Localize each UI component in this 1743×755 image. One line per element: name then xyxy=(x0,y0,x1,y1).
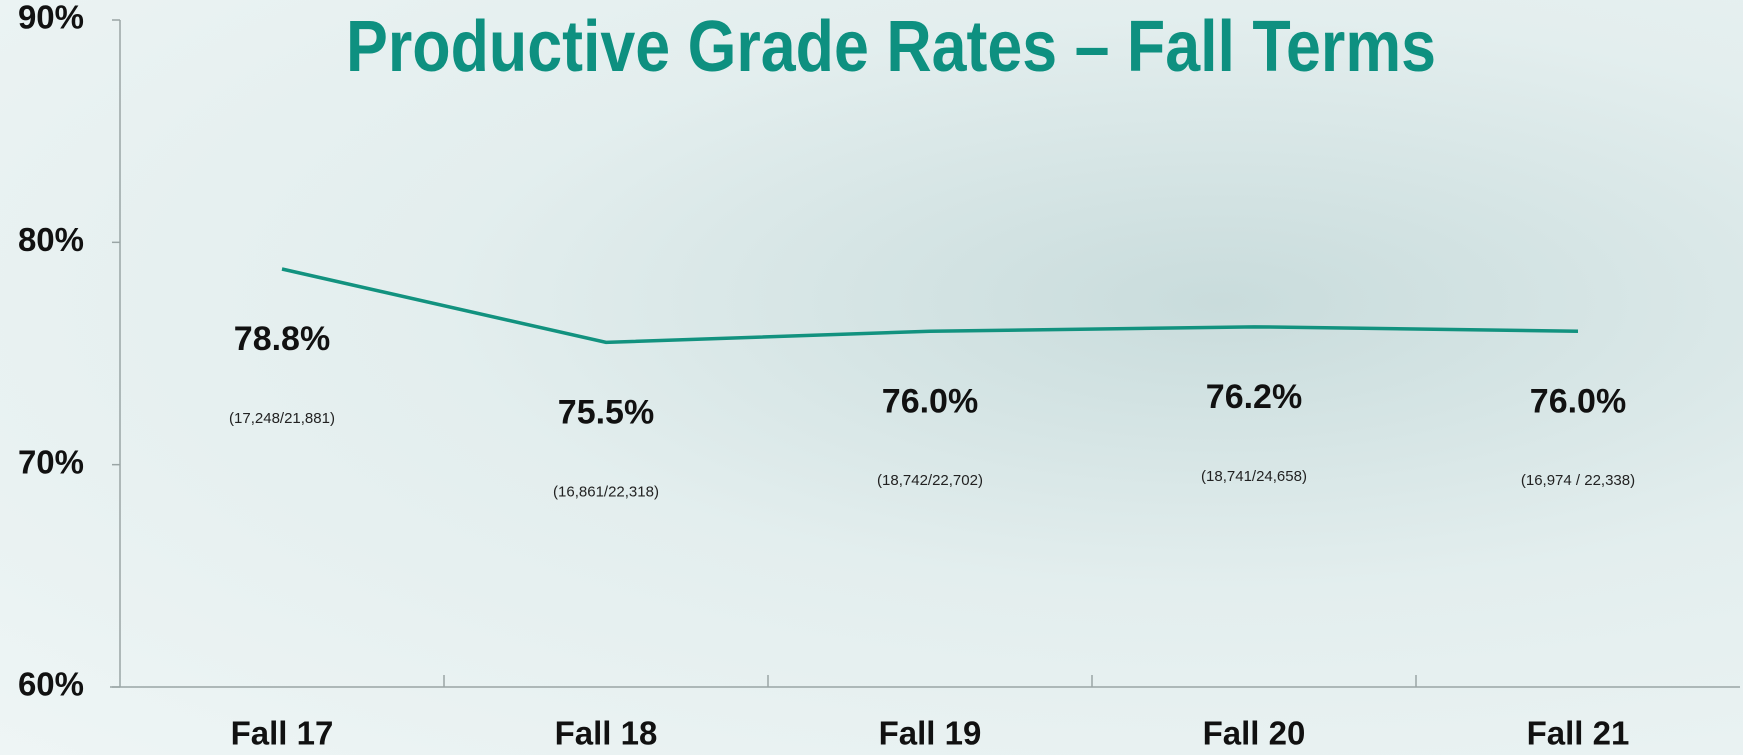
y-tick-label: 60% xyxy=(18,666,84,703)
x-tick-label: Fall 21 xyxy=(1527,715,1630,752)
x-tick-label: Fall 20 xyxy=(1203,715,1306,752)
value-label: 76.0% xyxy=(882,382,978,420)
value-note: (18,742/22,702) xyxy=(877,472,983,489)
x-tick-label: Fall 19 xyxy=(879,715,982,752)
x-tick-label: Fall 18 xyxy=(555,715,658,752)
value-note: (18,741/24,658) xyxy=(1201,468,1307,485)
chart-title: Productive Grade Rates – Fall Terms xyxy=(346,7,1436,87)
line xyxy=(281,267,1579,345)
y-tick-label: 70% xyxy=(18,443,84,480)
value-note: (17,248/21,881) xyxy=(229,410,335,427)
value-label: 76.2% xyxy=(1206,378,1302,416)
y-tick-label: 90% xyxy=(18,0,84,36)
value-label: 76.0% xyxy=(1530,382,1626,420)
value-label: 78.8% xyxy=(234,320,330,358)
x-tick-label: Fall 17 xyxy=(231,715,334,752)
value-note: (16,974 / 22,338) xyxy=(1521,472,1635,489)
value-label: 75.5% xyxy=(558,393,654,431)
y-tick-label: 80% xyxy=(18,221,84,258)
value-note: (16,861/22,318) xyxy=(553,483,659,500)
